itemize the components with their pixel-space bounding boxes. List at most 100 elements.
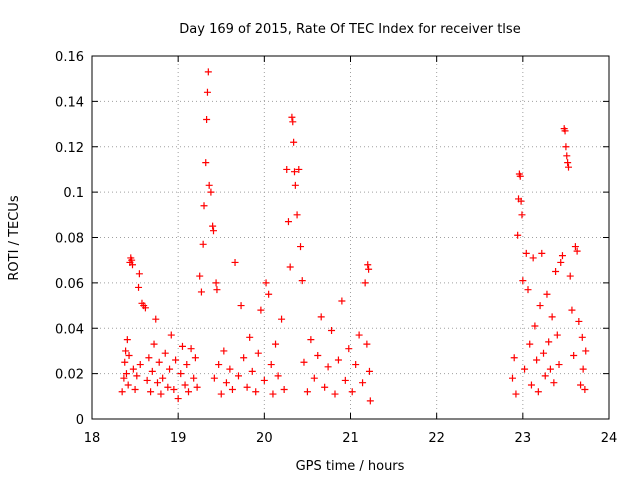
- data-point: [582, 347, 590, 355]
- data-point: [573, 247, 581, 255]
- data-point: [122, 347, 130, 355]
- data-point: [545, 338, 553, 346]
- data-point: [207, 188, 215, 196]
- x-tick-label: 23: [515, 431, 532, 446]
- data-point: [215, 361, 223, 369]
- data-point: [548, 313, 556, 321]
- data-point: [512, 390, 520, 398]
- data-point: [145, 354, 153, 362]
- data-point: [365, 367, 373, 375]
- data-point: [172, 356, 180, 364]
- data-point: [185, 388, 193, 396]
- data-point: [345, 345, 353, 353]
- data-point: [231, 258, 239, 266]
- y-tick-label: 0.1: [63, 186, 84, 201]
- data-point: [141, 304, 149, 312]
- data-point: [521, 365, 529, 373]
- data-point: [514, 231, 522, 239]
- data-point: [541, 372, 549, 380]
- data-point: [166, 365, 174, 373]
- data-point: [120, 374, 128, 382]
- data-point: [243, 383, 251, 391]
- y-tick-label: 0.02: [55, 368, 84, 383]
- data-point: [222, 379, 230, 387]
- data-point: [575, 317, 583, 325]
- data-point: [552, 268, 560, 276]
- data-point: [257, 306, 265, 314]
- data-point: [355, 331, 363, 339]
- data-point: [550, 379, 558, 387]
- y-tick-label: 0.16: [55, 50, 84, 65]
- y-tick-labels: 0 0.02 0.04 0.06 0.08 0.1 0.12 0.14 0.16: [55, 50, 84, 428]
- data-point: [205, 181, 213, 189]
- y-tick-label: 0.08: [55, 232, 84, 247]
- data-point: [581, 386, 589, 394]
- data-point: [518, 211, 526, 219]
- data-point: [563, 152, 571, 160]
- data-point: [196, 272, 204, 280]
- data-point: [133, 372, 141, 380]
- data-point: [364, 261, 372, 269]
- data-point: [310, 374, 318, 382]
- data-point: [324, 363, 332, 371]
- data-point: [321, 383, 329, 391]
- data-point: [147, 388, 155, 396]
- y-tick-label: 0.06: [55, 277, 84, 292]
- data-point: [128, 256, 136, 264]
- data-point: [197, 288, 205, 296]
- data-point: [280, 386, 288, 394]
- data-point: [555, 361, 563, 369]
- data-point: [289, 118, 297, 126]
- data-point: [334, 356, 342, 364]
- data-point: [237, 302, 245, 310]
- grid-lines: [92, 56, 609, 419]
- data-point: [562, 143, 570, 151]
- data-point: [178, 342, 186, 350]
- data-point: [203, 116, 211, 124]
- x-tick-label: 22: [428, 431, 445, 446]
- data-point: [536, 302, 544, 310]
- data-point: [352, 361, 360, 369]
- data-point: [164, 383, 172, 391]
- data-point: [565, 163, 573, 171]
- data-point: [516, 172, 524, 180]
- data-point: [577, 381, 585, 389]
- data-point: [124, 381, 132, 389]
- data-point: [278, 315, 286, 323]
- data-point: [240, 354, 248, 362]
- data-point: [534, 388, 542, 396]
- data-point: [131, 386, 139, 394]
- data-point: [293, 211, 301, 219]
- data-point: [533, 356, 541, 364]
- data-point: [181, 381, 189, 389]
- data-point: [248, 367, 256, 375]
- data-point: [546, 365, 554, 373]
- data-point: [220, 347, 228, 355]
- data-point: [508, 374, 516, 382]
- data-point: [228, 386, 236, 394]
- data-point: [203, 88, 211, 96]
- data-point: [148, 367, 156, 375]
- data-point: [209, 227, 217, 235]
- data-point: [209, 222, 217, 230]
- data-point: [260, 376, 268, 384]
- data-point: [202, 159, 210, 167]
- data-point: [303, 388, 311, 396]
- data-point: [540, 349, 548, 357]
- data-point: [274, 372, 282, 380]
- data-point: [118, 388, 126, 396]
- data-point: [288, 113, 296, 121]
- data-point: [338, 297, 346, 305]
- data-point: [524, 286, 532, 294]
- data-point: [267, 361, 275, 369]
- data-point: [143, 376, 151, 384]
- data-point: [155, 358, 163, 366]
- data-point: [159, 374, 167, 382]
- data-point: [538, 249, 546, 257]
- data-point: [272, 340, 280, 348]
- data-point: [121, 358, 129, 366]
- x-tick-label: 21: [342, 431, 359, 446]
- data-point: [123, 336, 131, 344]
- data-point: [361, 279, 369, 287]
- data-point: [519, 277, 527, 285]
